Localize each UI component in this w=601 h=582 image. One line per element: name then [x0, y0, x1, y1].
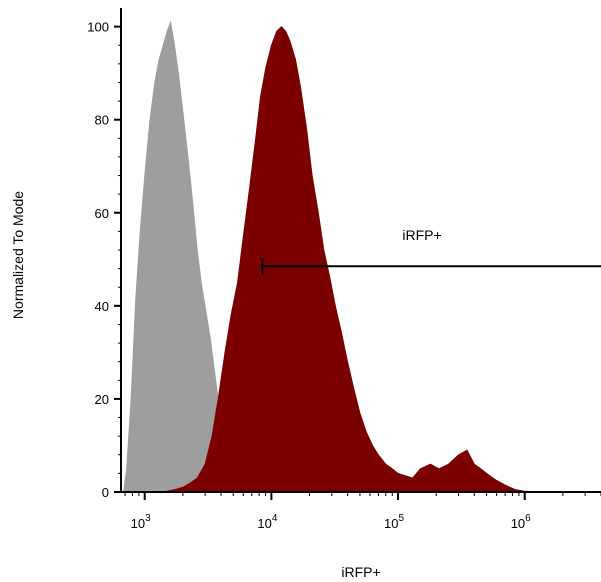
y-tick-label: 80	[95, 113, 109, 128]
x-axis-title: iRFP+	[341, 564, 380, 580]
x-tick-label: 104	[257, 513, 277, 531]
histogram-series-2	[163, 26, 601, 493]
y-tick-label: 20	[95, 392, 109, 407]
x-tick-label: 106	[511, 513, 531, 531]
y-tick-label: 0	[102, 485, 109, 500]
y-tick-label: 40	[95, 299, 109, 314]
y-tick-label: 60	[95, 206, 109, 221]
gate-layer	[261, 258, 601, 275]
x-tick-label: 105	[384, 513, 404, 531]
histogram-series-layer	[123, 20, 601, 493]
y-tick-label: 100	[87, 20, 109, 35]
axis-ticks: 0 20 40 60 80 100 103 104 105 106	[87, 20, 601, 531]
x-tick-label: 103	[131, 513, 151, 531]
y-axis-title: Normalized To Mode	[10, 191, 26, 319]
gate-label: iRFP+	[402, 227, 441, 243]
